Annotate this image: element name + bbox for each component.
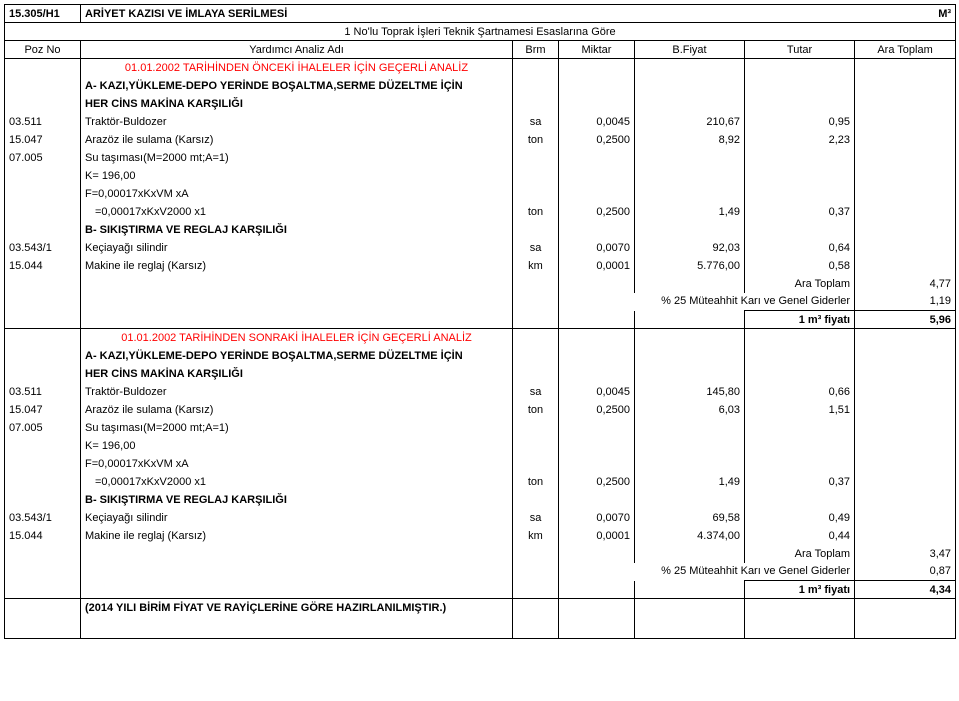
row-bfiyat: 6,03 — [635, 401, 745, 419]
row-poz: 15.044 — [5, 257, 81, 275]
eq-tutar: 0,37 — [745, 203, 855, 221]
main-unit: M³ — [855, 5, 956, 23]
row-bfiyat: 5.776,00 — [635, 257, 745, 275]
ara-val: 3,47 — [855, 545, 956, 563]
eq-desc: =0,00017xKxV2000 x1 — [81, 203, 513, 221]
col-tutar: Tutar — [745, 41, 855, 59]
mut-label: % 25 Müteahhit Karı ve Genel Giderler — [559, 293, 855, 311]
f-line: F=0,00017xKxVM xA — [81, 185, 513, 203]
k-line: K= 196,00 — [81, 167, 513, 185]
row-poz: 03.543/1 — [5, 509, 81, 527]
row-tutar: 1,51 — [745, 401, 855, 419]
row-miktar: 0,0045 — [559, 383, 635, 401]
ara-label: Ara Toplam — [745, 545, 855, 563]
row-brm: sa — [513, 383, 559, 401]
row-brm: km — [513, 257, 559, 275]
row-bfiyat: 69,58 — [635, 509, 745, 527]
fiyat-label: 1 m³ fiyatı — [745, 311, 855, 329]
eq-miktar: 0,2500 — [559, 203, 635, 221]
main-title: ARİYET KAZISI VE İMLAYA SERİLMESİ — [81, 5, 855, 23]
row-miktar: 0,0001 — [559, 257, 635, 275]
row-desc: Traktör-Buldozer — [81, 113, 513, 131]
fiyat-val: 4,34 — [855, 581, 956, 599]
row-poz: 07.005 — [5, 149, 81, 167]
row-bfiyat: 145,80 — [635, 383, 745, 401]
row-miktar: 0,0001 — [559, 527, 635, 545]
row-tutar: 0,44 — [745, 527, 855, 545]
row-poz: 07.005 — [5, 419, 81, 437]
f-line: F=0,00017xKxVM xA — [81, 455, 513, 473]
row-tutar: 2,23 — [745, 131, 855, 149]
col-desc: Yardımcı Analiz Adı — [81, 41, 513, 59]
row-brm: ton — [513, 131, 559, 149]
row-desc: Makine ile reglaj (Karsız) — [81, 257, 513, 275]
section1-groupA: A- KAZI,YÜKLEME-DEPO YERİNDE BOŞALTMA,SE… — [81, 77, 513, 95]
section1-groupB: B- SIKIŞTIRMA VE REGLAJ KARŞILIĞI — [81, 221, 513, 239]
eq-tutar: 0,37 — [745, 473, 855, 491]
col-bfiyat: B.Fiyat — [635, 41, 745, 59]
row-tutar: 0,64 — [745, 239, 855, 257]
section2-groupB: B- SIKIŞTIRMA VE REGLAJ KARŞILIĞI — [81, 491, 513, 509]
section2-note1: HER CİNS MAKİNA KARŞILIĞI — [81, 365, 513, 383]
section2-groupA: A- KAZI,YÜKLEME-DEPO YERİNDE BOŞALTMA,SE… — [81, 347, 513, 365]
row-brm: sa — [513, 509, 559, 527]
k-line: K= 196,00 — [81, 437, 513, 455]
row-brm: km — [513, 527, 559, 545]
row-miktar: 0,2500 — [559, 131, 635, 149]
section1-heading: 01.01.2002 TARİHİNDEN ÖNCEKİ İHALELER İÇ… — [81, 59, 513, 77]
row-desc: Arazöz ile sulama (Karsız) — [81, 401, 513, 419]
row-desc: Keçiayağı silindir — [81, 239, 513, 257]
row-brm: sa — [513, 239, 559, 257]
row-desc: Su taşıması(M=2000 mt;A=1) — [81, 149, 513, 167]
row-poz: 15.047 — [5, 401, 81, 419]
col-poz: Poz No — [5, 41, 81, 59]
eq-bfiyat: 1,49 — [635, 203, 745, 221]
ara-val: 4,77 — [855, 275, 956, 293]
col-ara: Ara Toplam — [855, 41, 956, 59]
row-tutar: 0,95 — [745, 113, 855, 131]
section2-heading: 01.01.2002 TARİHİNDEN SONRAKİ İHALELER İ… — [81, 329, 513, 347]
row-bfiyat: 92,03 — [635, 239, 745, 257]
eq-bfiyat: 1,49 — [635, 473, 745, 491]
row-miktar: 0,0070 — [559, 509, 635, 527]
mut-val: 1,19 — [855, 293, 956, 311]
row-desc: Traktör-Buldozer — [81, 383, 513, 401]
row-miktar: 0,0045 — [559, 113, 635, 131]
fiyat-val: 5,96 — [855, 311, 956, 329]
fiyat-label: 1 m³ fiyatı — [745, 581, 855, 599]
row-desc: Makine ile reglaj (Karsız) — [81, 527, 513, 545]
row-desc: Arazöz ile sulama (Karsız) — [81, 131, 513, 149]
col-miktar: Miktar — [559, 41, 635, 59]
row-brm: sa — [513, 113, 559, 131]
col-brm: Brm — [513, 41, 559, 59]
row-tutar: 0,49 — [745, 509, 855, 527]
row-miktar: 0,0070 — [559, 239, 635, 257]
row-tutar: 0,66 — [745, 383, 855, 401]
row-poz: 15.047 — [5, 131, 81, 149]
row-bfiyat: 4.374,00 — [635, 527, 745, 545]
row-poz: 03.511 — [5, 383, 81, 401]
row-miktar: 0,2500 — [559, 401, 635, 419]
ara-label: Ara Toplam — [745, 275, 855, 293]
eq-miktar: 0,2500 — [559, 473, 635, 491]
subtitle: 1 No'lu Toprak İşleri Teknik Şartnamesi … — [5, 23, 956, 41]
eq-brm: ton — [513, 203, 559, 221]
section1-note1: HER CİNS MAKİNA KARŞILIĞI — [81, 95, 513, 113]
row-desc: Keçiayağı silindir — [81, 509, 513, 527]
eq-brm: ton — [513, 473, 559, 491]
row-bfiyat: 8,92 — [635, 131, 745, 149]
row-brm: ton — [513, 401, 559, 419]
analysis-table: 15.305/H1 ARİYET KAZISI VE İMLAYA SERİLM… — [4, 4, 956, 639]
row-desc: Su taşıması(M=2000 mt;A=1) — [81, 419, 513, 437]
main-poz: 15.305/H1 — [5, 5, 81, 23]
row-poz: 15.044 — [5, 527, 81, 545]
row-poz: 03.543/1 — [5, 239, 81, 257]
mut-label: % 25 Müteahhit Karı ve Genel Giderler — [559, 563, 855, 581]
mut-val: 0,87 — [855, 563, 956, 581]
eq-desc: =0,00017xKxV2000 x1 — [81, 473, 513, 491]
row-poz: 03.511 — [5, 113, 81, 131]
row-tutar: 0,58 — [745, 257, 855, 275]
row-bfiyat: 210,67 — [635, 113, 745, 131]
footnote: (2014 YILI BİRİM FİYAT VE RAYİÇLERİNE GÖ… — [81, 599, 513, 617]
